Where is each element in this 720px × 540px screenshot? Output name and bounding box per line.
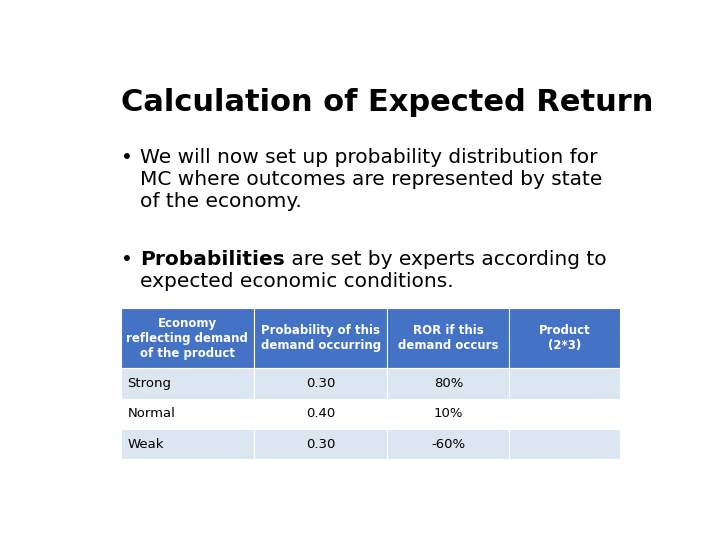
FancyBboxPatch shape bbox=[387, 308, 510, 368]
FancyBboxPatch shape bbox=[254, 460, 387, 490]
Text: are set by experts according to: are set by experts according to bbox=[285, 250, 606, 269]
Text: 0.40: 0.40 bbox=[306, 407, 336, 420]
FancyBboxPatch shape bbox=[387, 399, 510, 429]
Text: Weak: Weak bbox=[127, 438, 164, 451]
FancyBboxPatch shape bbox=[510, 368, 620, 399]
Text: •: • bbox=[121, 148, 132, 167]
Text: of the economy.: of the economy. bbox=[140, 192, 302, 211]
FancyBboxPatch shape bbox=[510, 460, 620, 490]
FancyBboxPatch shape bbox=[510, 429, 620, 460]
Text: ROR if this
demand occurs: ROR if this demand occurs bbox=[398, 324, 499, 352]
Text: Probabilities: Probabilities bbox=[140, 250, 285, 269]
Text: Probability of this
demand occurring: Probability of this demand occurring bbox=[261, 324, 381, 352]
FancyBboxPatch shape bbox=[254, 399, 387, 429]
FancyBboxPatch shape bbox=[254, 308, 387, 368]
Text: •: • bbox=[121, 250, 132, 269]
FancyBboxPatch shape bbox=[254, 368, 387, 399]
Text: Economy
reflecting demand
of the product: Economy reflecting demand of the product bbox=[127, 316, 248, 360]
Text: Calculation of Expected Return: Calculation of Expected Return bbox=[121, 87, 653, 117]
Text: -60%: -60% bbox=[431, 438, 466, 451]
Text: 80%: 80% bbox=[433, 377, 463, 390]
Text: Strong: Strong bbox=[127, 377, 171, 390]
FancyBboxPatch shape bbox=[121, 399, 254, 429]
Text: 0.30: 0.30 bbox=[306, 438, 336, 451]
Text: MC where outcomes are represented by state: MC where outcomes are represented by sta… bbox=[140, 170, 603, 189]
Text: 0.30: 0.30 bbox=[306, 377, 336, 390]
FancyBboxPatch shape bbox=[510, 308, 620, 368]
Text: We will now set up probability distribution for: We will now set up probability distribut… bbox=[140, 148, 598, 167]
Text: Normal: Normal bbox=[127, 407, 175, 420]
FancyBboxPatch shape bbox=[387, 368, 510, 399]
Text: expected economic conditions.: expected economic conditions. bbox=[140, 272, 454, 291]
Text: Product
(2*3): Product (2*3) bbox=[539, 324, 590, 352]
FancyBboxPatch shape bbox=[121, 368, 254, 399]
FancyBboxPatch shape bbox=[121, 308, 254, 368]
FancyBboxPatch shape bbox=[387, 460, 510, 490]
FancyBboxPatch shape bbox=[510, 399, 620, 429]
FancyBboxPatch shape bbox=[121, 429, 254, 460]
FancyBboxPatch shape bbox=[254, 429, 387, 460]
Text: 10%: 10% bbox=[433, 407, 463, 420]
FancyBboxPatch shape bbox=[387, 429, 510, 460]
FancyBboxPatch shape bbox=[121, 460, 254, 490]
